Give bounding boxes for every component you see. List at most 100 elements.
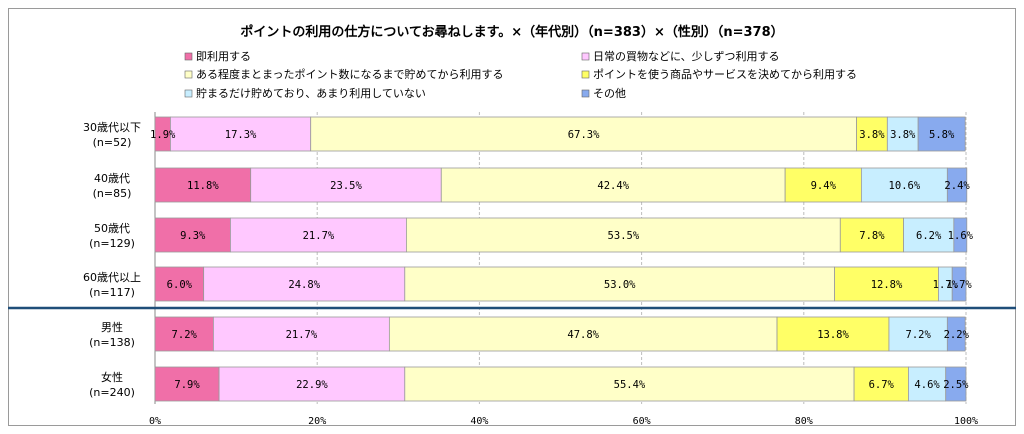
category-label-3: 50歳代 bbox=[94, 222, 130, 235]
bar-5-6 bbox=[946, 316, 966, 352]
bar-5-3 bbox=[388, 316, 778, 352]
bar-2-2 bbox=[250, 167, 442, 203]
legend-swatch-2 bbox=[581, 52, 590, 61]
category-n-4: (n=117) bbox=[89, 286, 135, 299]
legend-label-3: ある程度まとまったポイント数になるまで貯めてから利用する bbox=[196, 67, 504, 81]
value-label-5-2: 21.7% bbox=[286, 329, 318, 341]
bar-3-6 bbox=[953, 217, 968, 253]
value-label-1-3: 67.3% bbox=[568, 129, 600, 141]
chart-title: ポイントの利用の仕方についてお尋ねします。×（年代別）（n=383）×（性別）（… bbox=[240, 24, 783, 40]
legend-swatch-3 bbox=[184, 70, 193, 79]
value-label-2-5: 10.6% bbox=[889, 180, 921, 192]
value-label-4-5: 1.7% bbox=[933, 279, 959, 291]
value-label-6-5: 4.6% bbox=[914, 379, 940, 391]
value-label-4-2: 24.8% bbox=[288, 279, 320, 291]
bar-1-2 bbox=[170, 116, 312, 152]
chart-category-labels: 30歳代以下 (n=52) 40歳代 (n=85) 50歳代 (n=129) 60歳代以上 (… bbox=[83, 121, 141, 399]
bar-5-5 bbox=[888, 316, 948, 352]
legend-label-2: 日常の買物などに、少しずつ利用する bbox=[593, 49, 779, 63]
legend-swatch-4 bbox=[581, 70, 590, 79]
chart-value-labels: 1.9% 17.3% 67.3% 3.8% 3.8% 5.8% 11.8% 23.5% 42.4… bbox=[150, 129, 974, 391]
value-label-3-5: 6.2% bbox=[916, 230, 942, 242]
value-label-6-1: 7.9% bbox=[174, 379, 200, 391]
category-n-3: (n=129) bbox=[89, 237, 135, 250]
category-n-5: (n=138) bbox=[89, 336, 135, 349]
value-label-1-2: 17.3% bbox=[225, 129, 257, 141]
value-label-4-1: 6.0% bbox=[167, 279, 193, 291]
category-label-4: 60歳代以上 bbox=[83, 271, 141, 284]
category-label-1: 30歳代以下 bbox=[83, 121, 141, 134]
chart-frame bbox=[8, 8, 1016, 426]
value-label-6-3: 55.4% bbox=[614, 379, 646, 391]
value-label-3-3: 53.5% bbox=[608, 230, 640, 242]
value-label-5-6: 2.2% bbox=[944, 329, 970, 341]
x-tick-label-4: 80% bbox=[795, 416, 813, 427]
bar-6-1 bbox=[154, 366, 220, 402]
value-label-6-4: 6.7% bbox=[869, 379, 895, 391]
value-label-3-6: 1.6% bbox=[948, 230, 974, 242]
legend-swatch-6 bbox=[581, 89, 590, 98]
bar-2-1 bbox=[154, 167, 252, 203]
value-label-2-4: 9.4% bbox=[811, 180, 837, 192]
value-label-3-1: 9.3% bbox=[180, 230, 206, 242]
value-label-5-1: 7.2% bbox=[172, 329, 198, 341]
chart-bars bbox=[154, 116, 968, 402]
x-tick-label-0: 0% bbox=[149, 416, 161, 427]
bar-6-6 bbox=[945, 366, 967, 402]
category-label-2: 40歳代 bbox=[94, 172, 130, 185]
bar-1-6 bbox=[917, 116, 966, 152]
bar-2-4 bbox=[784, 167, 862, 203]
bar-3-1 bbox=[154, 217, 231, 253]
category-n-6: (n=240) bbox=[89, 386, 135, 399]
value-label-4-4: 12.8% bbox=[871, 279, 903, 291]
value-label-5-4: 13.8% bbox=[817, 329, 849, 341]
legend-swatch-1 bbox=[184, 52, 193, 61]
value-label-6-6: 2.5% bbox=[943, 379, 969, 391]
bar-3-3 bbox=[406, 217, 841, 253]
value-label-1-5: 3.8% bbox=[890, 129, 916, 141]
bar-4-6 bbox=[951, 266, 967, 302]
chart-gridlines bbox=[154, 112, 967, 404]
x-tick-label-1: 20% bbox=[308, 416, 326, 427]
bar-2-6 bbox=[946, 167, 968, 203]
chart-legend: 即利用する 日常の買物などに、少しずつ利用するある程度まとまったポイント数になるま… bbox=[184, 49, 857, 100]
value-label-6-2: 22.9% bbox=[296, 379, 328, 391]
legend-label-6: その他 bbox=[593, 87, 626, 100]
value-label-2-3: 42.4% bbox=[597, 180, 629, 192]
x-tick-label-3: 60% bbox=[633, 416, 651, 427]
x-tick-label-5: 100% bbox=[954, 416, 978, 427]
bar-5-4 bbox=[776, 316, 890, 352]
category-label-5: 男性 bbox=[101, 320, 123, 334]
category-n-1: (n=52) bbox=[93, 136, 132, 149]
bar-3-4 bbox=[839, 217, 904, 253]
bar-1-5 bbox=[886, 116, 919, 152]
value-label-2-1: 11.8% bbox=[187, 180, 219, 192]
legend-label-4: ポイントを使う商品やサービスを決めてから利用する bbox=[593, 67, 857, 81]
value-label-5-3: 47.8% bbox=[567, 329, 599, 341]
value-label-1-6: 5.8% bbox=[929, 129, 955, 141]
bar-4-3 bbox=[404, 266, 836, 302]
value-label-4-3: 53.0% bbox=[604, 279, 636, 291]
bar-3-5 bbox=[903, 217, 955, 253]
value-label-5-5: 7.2% bbox=[906, 329, 932, 341]
bar-5-2 bbox=[212, 316, 390, 352]
bar-4-4 bbox=[834, 266, 939, 302]
bar-3-2 bbox=[230, 217, 407, 253]
category-n-2: (n=85) bbox=[93, 187, 132, 200]
legend-label-1: 即利用する bbox=[196, 50, 251, 63]
bar-2-5 bbox=[860, 167, 948, 203]
x-tick-label-2: 40% bbox=[470, 416, 488, 427]
value-label-1-4: 3.8% bbox=[859, 129, 885, 141]
value-label-2-2: 23.5% bbox=[330, 180, 362, 192]
value-label-2-6: 2.4% bbox=[944, 180, 970, 192]
chart-x-axis: 0% 20% 40% 60% 80% 100% bbox=[149, 416, 978, 427]
bar-4-1 bbox=[154, 266, 205, 302]
legend-swatch-5 bbox=[184, 89, 193, 98]
value-label-3-2: 21.7% bbox=[303, 230, 335, 242]
category-label-6: 女性 bbox=[101, 370, 123, 384]
value-label-3-4: 7.8% bbox=[859, 230, 885, 242]
bar-4-2 bbox=[203, 266, 406, 302]
bar-6-4 bbox=[853, 366, 909, 402]
value-label-4-6: 1.7% bbox=[946, 279, 972, 291]
